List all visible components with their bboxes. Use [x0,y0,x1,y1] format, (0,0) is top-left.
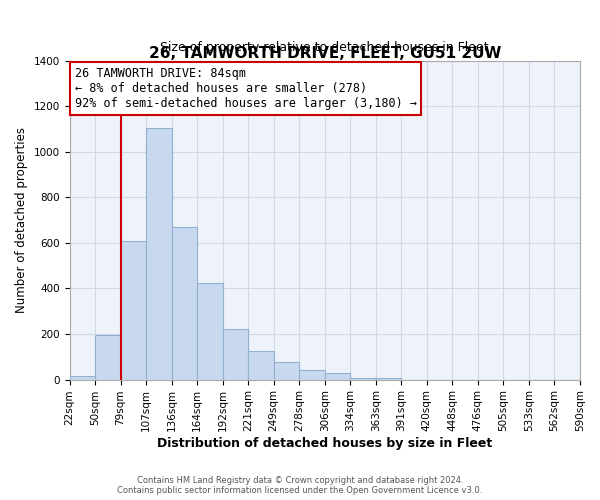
Bar [70,376,95,380]
Title: 26, TAMWORTH DRIVE, FLEET, GU51 2UW: 26, TAMWORTH DRIVE, FLEET, GU51 2UW [149,46,501,60]
Bar [274,362,299,380]
Bar [121,240,146,380]
Bar [248,351,274,380]
Bar [299,370,325,380]
Bar [325,373,350,380]
Bar [376,378,401,380]
Bar [197,283,223,380]
Bar [172,227,197,380]
X-axis label: Distribution of detached houses by size in Fleet: Distribution of detached houses by size … [157,437,493,450]
Y-axis label: Number of detached properties: Number of detached properties [15,127,28,313]
Text: 26 TAMWORTH DRIVE: 84sqm
← 8% of detached houses are smaller (278)
92% of semi-d: 26 TAMWORTH DRIVE: 84sqm ← 8% of detache… [74,67,416,110]
Bar [223,330,248,380]
Bar [350,378,376,380]
Bar [146,128,172,380]
Text: Contains HM Land Registry data © Crown copyright and database right 2024.
Contai: Contains HM Land Registry data © Crown c… [118,476,482,495]
Text: Size of property relative to detached houses in Fleet: Size of property relative to detached ho… [160,42,489,54]
Bar [95,335,121,380]
